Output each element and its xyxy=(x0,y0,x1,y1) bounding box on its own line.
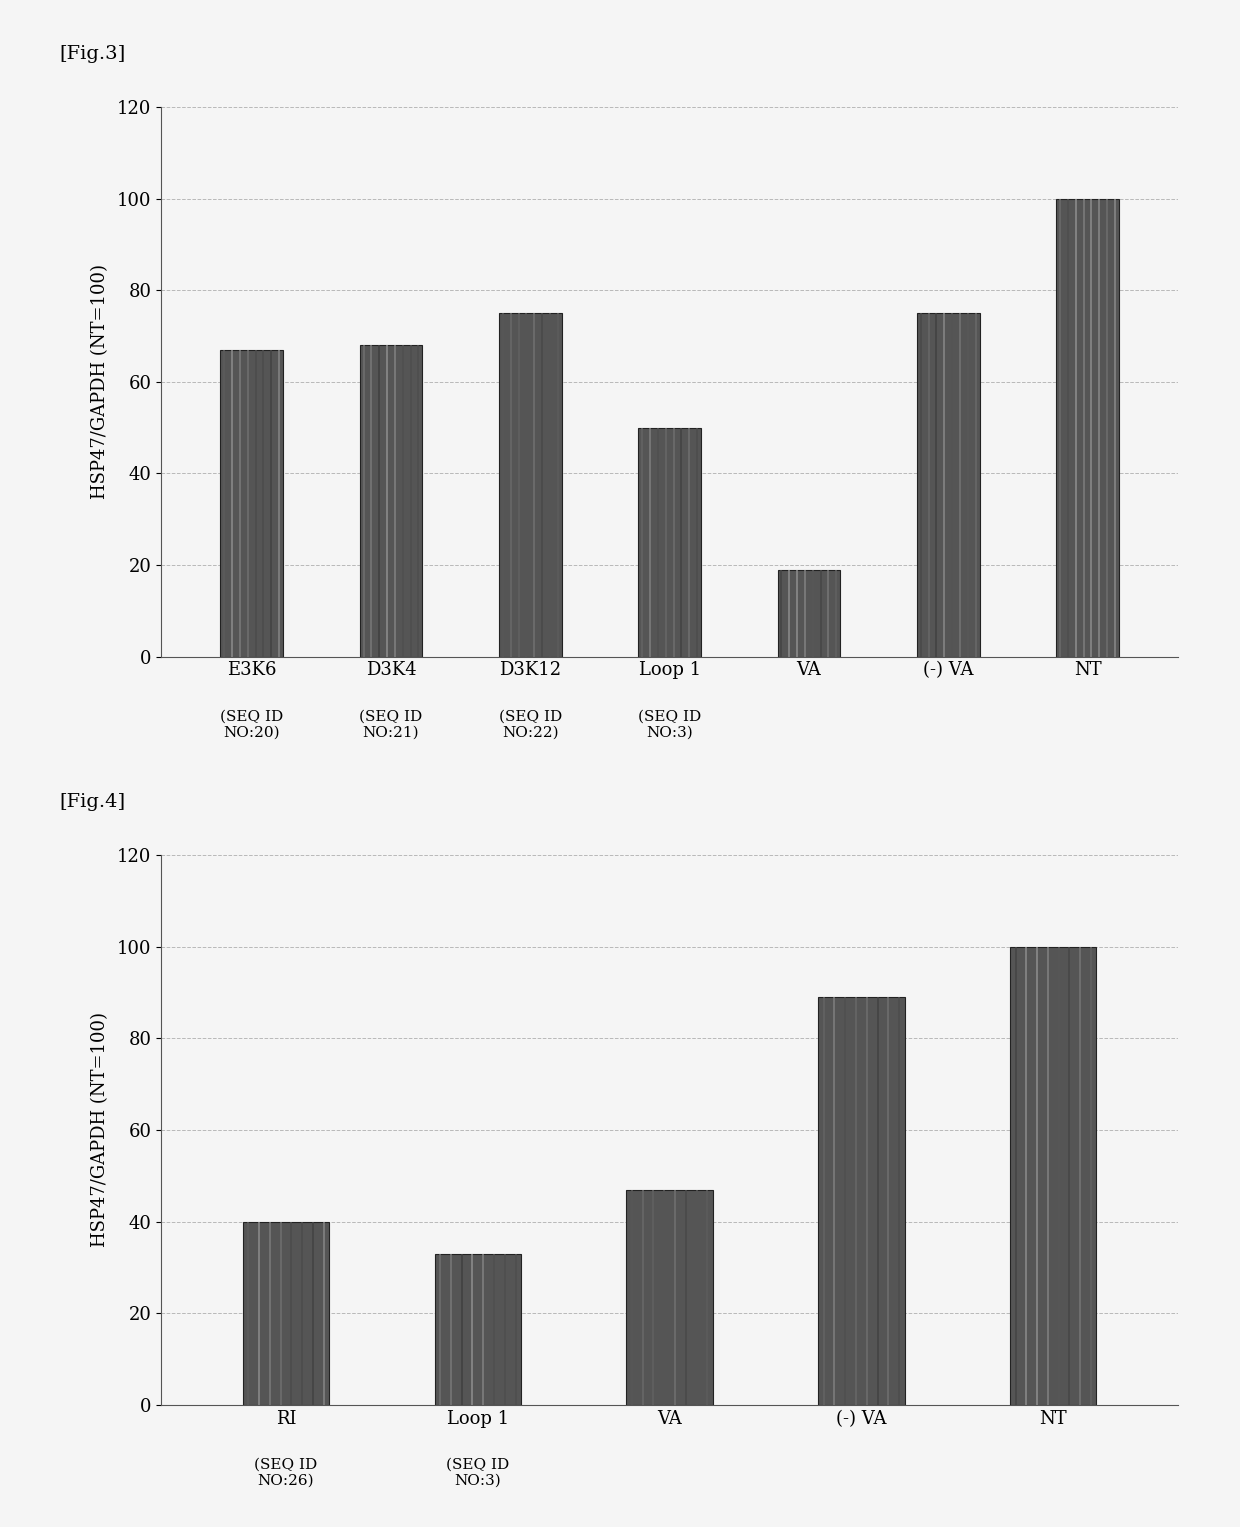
Bar xyxy=(1056,199,1118,657)
Y-axis label: HSP47/GAPDH (NT=100): HSP47/GAPDH (NT=100) xyxy=(91,264,109,499)
Text: [Fig.4]: [Fig.4] xyxy=(60,793,125,811)
Bar xyxy=(626,1190,713,1405)
Text: (SEQ ID
NO:26): (SEQ ID NO:26) xyxy=(254,1458,317,1487)
Text: (SEQ ID
NO:3): (SEQ ID NO:3) xyxy=(637,710,702,739)
Text: (SEQ ID
NO:21): (SEQ ID NO:21) xyxy=(360,710,423,739)
Bar xyxy=(818,997,905,1405)
Y-axis label: HSP47/GAPDH (NT=100): HSP47/GAPDH (NT=100) xyxy=(91,1012,109,1248)
Bar xyxy=(221,350,283,657)
Text: (SEQ ID
NO:3): (SEQ ID NO:3) xyxy=(446,1458,510,1487)
Bar xyxy=(434,1254,521,1405)
Bar xyxy=(777,570,841,657)
Text: (SEQ ID
NO:20): (SEQ ID NO:20) xyxy=(221,710,284,739)
Text: (SEQ ID
NO:22): (SEQ ID NO:22) xyxy=(498,710,562,739)
Bar xyxy=(639,428,701,657)
Bar xyxy=(916,313,980,657)
Bar xyxy=(498,313,562,657)
Text: [Fig.3]: [Fig.3] xyxy=(60,44,125,63)
Bar xyxy=(360,345,423,657)
Bar xyxy=(243,1222,329,1405)
Bar xyxy=(1011,947,1096,1405)
